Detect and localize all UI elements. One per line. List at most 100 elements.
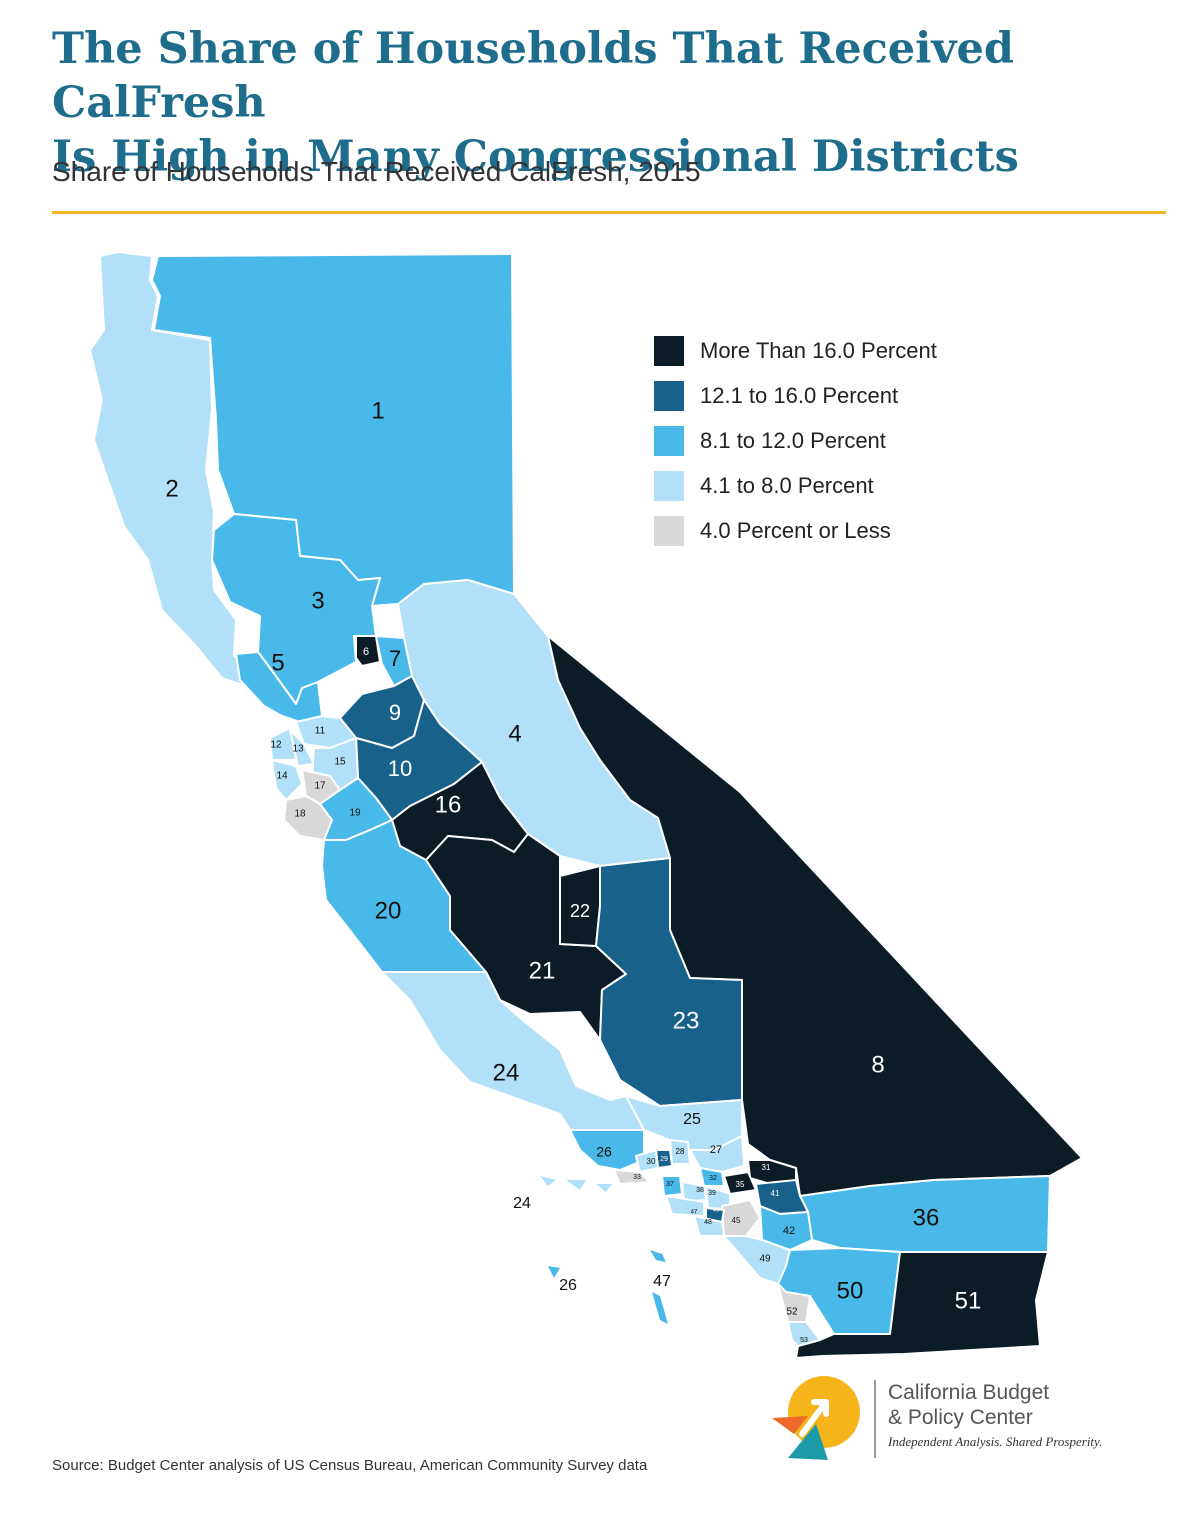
- district-label-33: 33: [633, 1174, 641, 1181]
- legend-swatch: [654, 425, 684, 456]
- legend-swatch: [654, 380, 684, 411]
- district-label-52: 52: [786, 1307, 798, 1318]
- legend-swatch: [654, 335, 684, 366]
- district-52: [777, 1283, 811, 1323]
- district-label-46: 46: [713, 1208, 720, 1214]
- district-label-39: 39: [708, 1190, 716, 1197]
- district-label-17: 17: [314, 781, 326, 792]
- district-50: [777, 1247, 901, 1335]
- district-label-14: 14: [276, 771, 288, 782]
- legend-swatch: [654, 515, 684, 546]
- district-label-27: 27: [710, 1144, 722, 1156]
- title-line-2: Is High in Many Congressional Districts: [52, 132, 1019, 182]
- legend-label: 4.0 Percent or Less: [700, 517, 891, 543]
- district-23: [595, 857, 743, 1107]
- district-label-41: 41: [771, 1189, 780, 1198]
- district-label-36: 36: [913, 1204, 940, 1231]
- logo-name: California Budget & Policy Center: [888, 1380, 1049, 1430]
- district-label-8: 8: [871, 1051, 884, 1078]
- district-label-10: 10: [388, 756, 412, 781]
- district-label-37: 37: [666, 1181, 674, 1188]
- district-37: [661, 1175, 683, 1197]
- district-label-21: 21: [529, 957, 556, 984]
- chart-subtitle: Share of Households That Received CalFre…: [52, 156, 701, 187]
- island-isl-24-c: [596, 1184, 612, 1192]
- logo-tagline: Independent Analysis. Shared Prosperity.: [888, 1434, 1103, 1449]
- district-label-20: 20: [375, 897, 402, 924]
- district-6: [355, 635, 381, 667]
- district-label-5: 5: [271, 649, 284, 676]
- district-label-29: 29: [660, 1156, 668, 1163]
- island-isl-24-a: [540, 1176, 556, 1186]
- organization-logo: California Budget & Policy Center Indepe…: [768, 1372, 1168, 1482]
- district-30: [635, 1149, 659, 1173]
- legend-item-8to12: 8.1 to 12.0 Percent: [654, 424, 937, 457]
- district-32: [699, 1167, 725, 1187]
- district-label-53: 53: [800, 1337, 808, 1344]
- district-label-19: 19: [349, 808, 361, 819]
- district-label-49: 49: [759, 1254, 771, 1265]
- district-label-18: 18: [294, 809, 306, 820]
- district-33: [613, 1169, 651, 1185]
- district-label-31: 31: [762, 1163, 771, 1172]
- district-label-48: 48: [704, 1219, 712, 1226]
- district-label-24: 24: [493, 1059, 520, 1086]
- district-label-9: 9: [389, 700, 401, 725]
- district-label-2: 2: [165, 475, 178, 502]
- chart-title: The Share of Households That Received Ca…: [52, 22, 1162, 184]
- district-label-30: 30: [647, 1157, 656, 1166]
- district-label-7: 7: [389, 646, 401, 671]
- legend-item-gt16: More Than 16.0 Percent: [654, 334, 937, 367]
- title-divider: [52, 211, 1166, 214]
- district-53: [787, 1321, 821, 1347]
- legend-item-le4: 4.0 Percent or Less: [654, 514, 937, 547]
- district-38: [681, 1181, 707, 1203]
- district-label-6: 6: [363, 646, 369, 658]
- legend-label: 8.1 to 12.0 Percent: [700, 427, 886, 453]
- island-label-isl-47: 47: [653, 1273, 671, 1290]
- legend-label: 4.1 to 8.0 Percent: [700, 472, 874, 498]
- district-14: [271, 759, 303, 801]
- district-51: [795, 1251, 1049, 1359]
- logo-divider: [874, 1380, 876, 1458]
- district-label-22: 22: [570, 901, 590, 921]
- district-label-50: 50: [837, 1277, 864, 1304]
- island-label-isl-26: 26: [559, 1277, 577, 1294]
- logo-mark-icon: [772, 1376, 860, 1460]
- district-label-11: 11: [315, 726, 326, 737]
- title-line-1: The Share of Households That Received Ca…: [52, 24, 1014, 128]
- district-label-32: 32: [709, 1175, 717, 1182]
- district-label-15: 15: [334, 757, 346, 768]
- district-label-35: 35: [736, 1180, 745, 1189]
- district-label-1: 1: [371, 397, 384, 424]
- legend-item-12to16: 12.1 to 16.0 Percent: [654, 379, 937, 412]
- island-isl-24-b: [566, 1180, 586, 1190]
- district-label-47: 47: [691, 1210, 698, 1216]
- legend: More Than 16.0 Percent 12.1 to 16.0 Perce…: [654, 334, 937, 559]
- source-note: Source: Budget Center analysis of US Cen…: [52, 1457, 648, 1474]
- district-35: [723, 1171, 757, 1195]
- district-label-25: 25: [683, 1111, 701, 1128]
- legend-label: 12.1 to 16.0 Percent: [700, 382, 899, 408]
- legend-swatch: [654, 470, 684, 501]
- district-label-12: 12: [270, 740, 282, 751]
- district-label-13: 13: [292, 744, 304, 755]
- district-label-3: 3: [311, 587, 324, 614]
- island-isl-47-b: [652, 1292, 668, 1324]
- district-label-42: 42: [783, 1225, 795, 1237]
- district-label-26: 26: [596, 1144, 612, 1160]
- district-label-16: 16: [435, 791, 462, 818]
- district-label-23: 23: [673, 1007, 700, 1034]
- island-label-isl-24: 24: [513, 1195, 531, 1212]
- island-isl-47-a: [650, 1250, 666, 1262]
- district-3: [211, 513, 381, 705]
- district-label-45: 45: [732, 1216, 741, 1225]
- district-label-38: 38: [696, 1187, 704, 1194]
- legend-item-4to8: 4.1 to 8.0 Percent: [654, 469, 937, 502]
- district-label-4: 4: [508, 720, 521, 747]
- district-label-51: 51: [955, 1287, 982, 1314]
- logo-name-line-1: California Budget: [888, 1381, 1050, 1404]
- island-isl-26-a: [548, 1266, 560, 1278]
- logo-name-line-2: & Policy Center: [888, 1406, 1033, 1429]
